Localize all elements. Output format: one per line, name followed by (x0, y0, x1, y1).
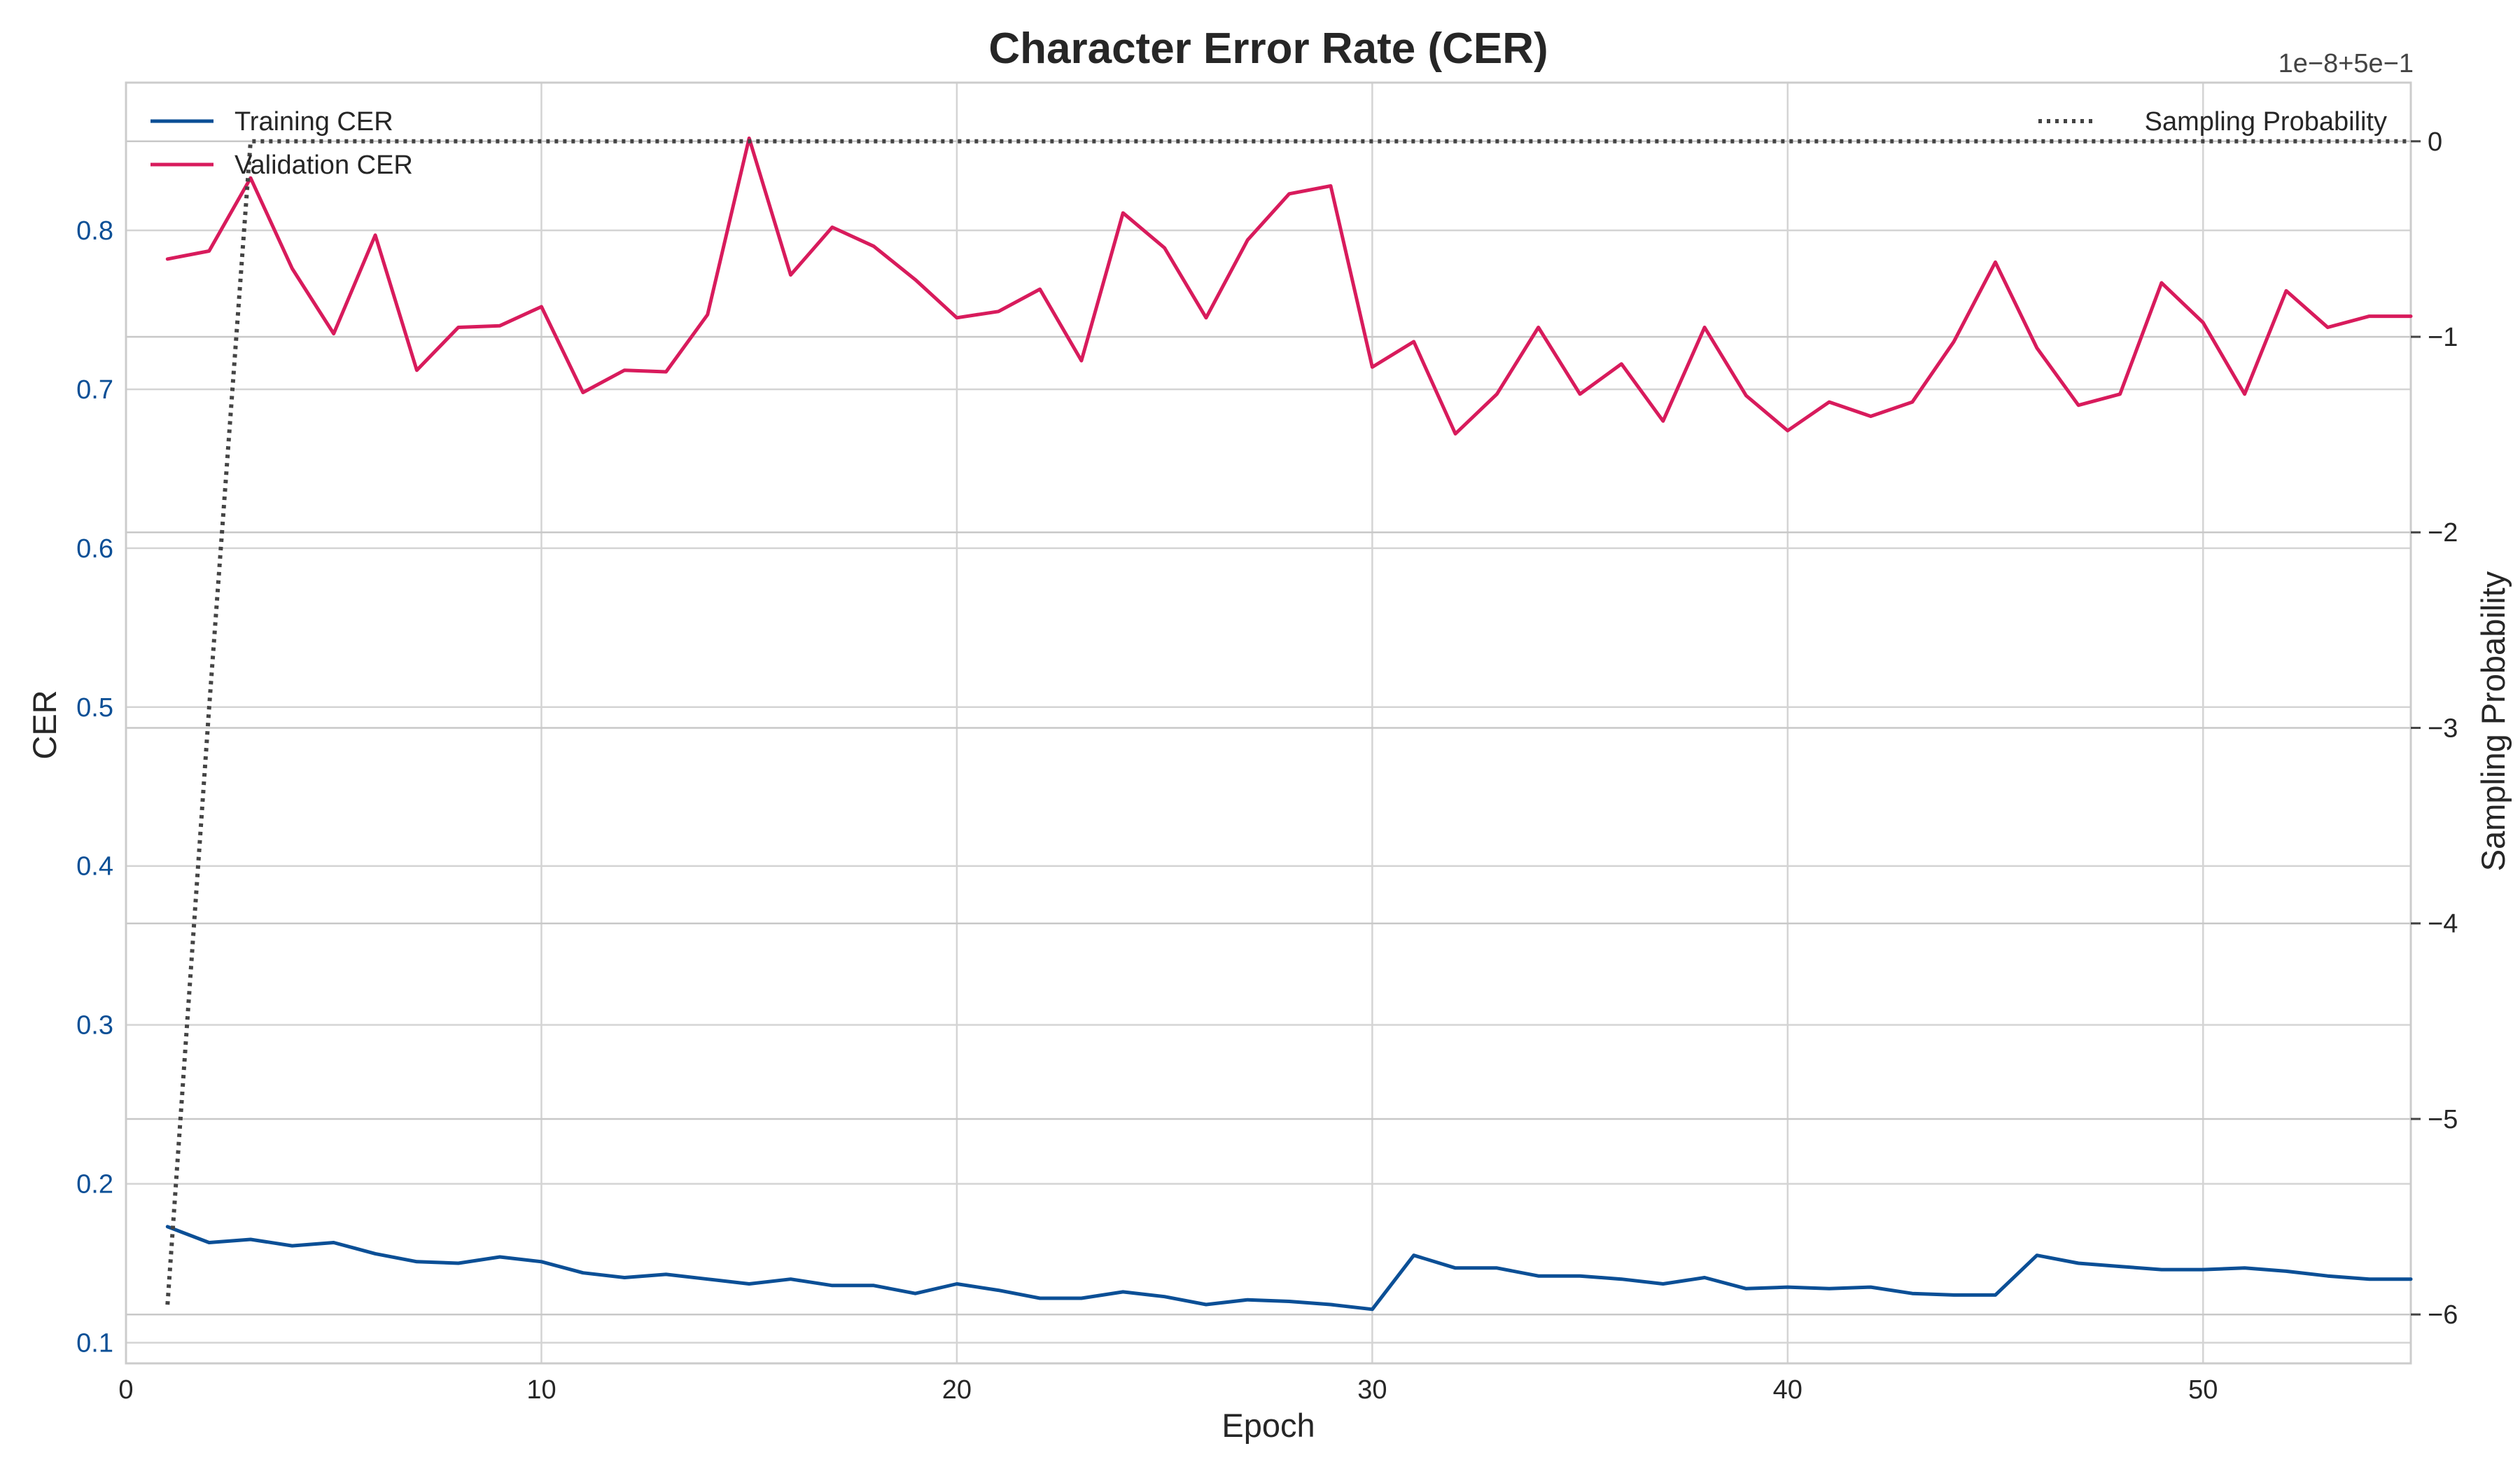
y2-tick-label: 0 (2428, 127, 2442, 157)
y2-tick-label: −1 (2428, 323, 2458, 352)
series-lines (165, 136, 2413, 1312)
legend-left: Training CER Validation CER (150, 107, 413, 180)
y-tick-label: 0.5 (76, 693, 113, 723)
x-tick-label: 20 (942, 1375, 972, 1405)
plot-frame (125, 81, 2412, 1365)
x-tick-label: 40 (1773, 1375, 1802, 1405)
y2-tick-label: −4 (2428, 910, 2458, 939)
legend-right: Sampling Probability (2038, 107, 2387, 137)
y2-tick-label: −3 (2428, 714, 2458, 743)
x-tick-label: 10 (526, 1375, 556, 1405)
y-axis-label: CER (26, 690, 63, 759)
y2-offset-label: 1e−8+5e−1 (2278, 49, 2414, 78)
x-axis-label: Epoch (1222, 1407, 1315, 1444)
y-tick-label: 0.1 (76, 1329, 113, 1358)
tick-labels: 0 10 20 30 40 50 0.1 0.2 0.3 0.4 0.5 0.6 0.7 0.8 0 −1 −2… (76, 127, 2458, 1405)
y2-axis-label: Sampling Probability (2474, 571, 2512, 871)
series-line-training-cer (165, 1225, 2413, 1312)
y-tick-label: 0.7 (76, 375, 113, 405)
chart-title: Character Error Rate (CER) (988, 25, 1548, 73)
legend-label: Sampling Probability (2145, 107, 2387, 137)
y-tick-label: 0.2 (76, 1170, 113, 1200)
series-line-validation-cer (165, 136, 2413, 436)
grid (125, 83, 2411, 1363)
x-tick-label: 50 (2188, 1375, 2218, 1405)
y-tick-label: 0.6 (76, 534, 113, 564)
y-tick-label: 0.4 (76, 852, 113, 882)
x-tick-label: 30 (1357, 1375, 1387, 1405)
y2-tick-label: −6 (2428, 1300, 2458, 1330)
y-tick-label: 0.8 (76, 216, 113, 246)
y2-tick-label: −5 (2428, 1105, 2458, 1134)
y2-tick-label: −2 (2428, 518, 2458, 548)
y-tick-label: 0.3 (76, 1011, 113, 1041)
x-tick-label: 0 (118, 1375, 133, 1405)
legend-label: Validation CER (234, 151, 413, 180)
legend-label: Training CER (234, 107, 393, 137)
